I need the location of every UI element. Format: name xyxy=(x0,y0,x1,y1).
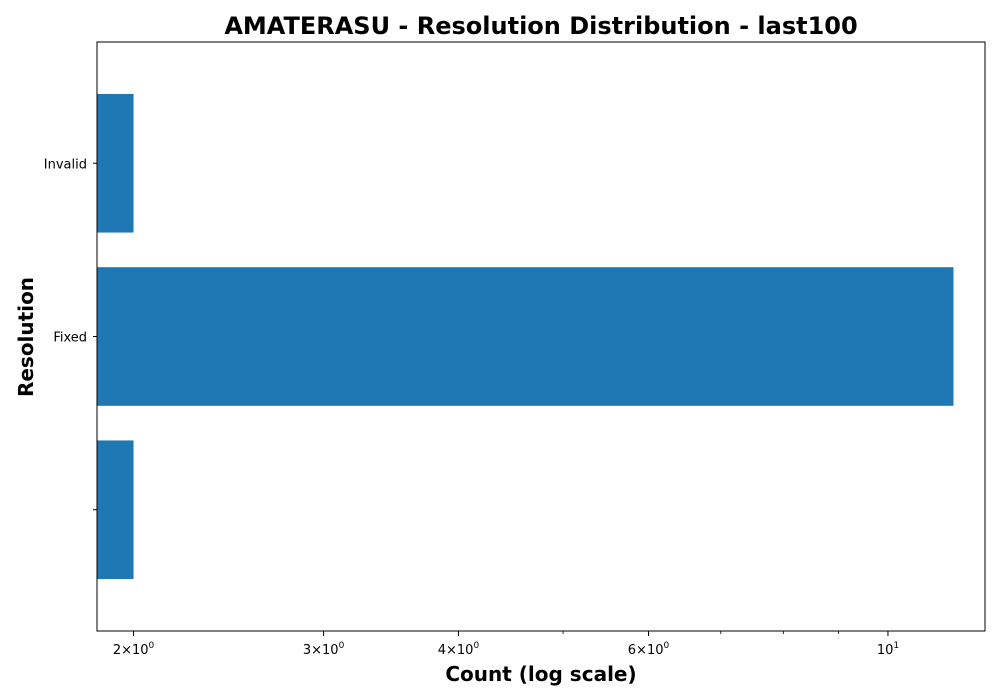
x-tick-exponent: 0 xyxy=(664,641,670,651)
x-tick-label: 6×100 xyxy=(628,641,670,658)
bar xyxy=(97,267,953,406)
x-axis-label: Count (log scale) xyxy=(445,662,636,686)
x-tick-base: 6×10 xyxy=(628,643,664,658)
x-tick-label: 4×100 xyxy=(438,641,480,658)
x-tick-exponent: 0 xyxy=(149,641,155,651)
x-tick-exponent: 0 xyxy=(473,641,479,651)
x-tick-base: 3×10 xyxy=(303,643,339,658)
y-tick-label: Fixed xyxy=(53,331,87,346)
y-axis-label: Resolution xyxy=(14,277,38,397)
x-tick-base: 2×10 xyxy=(113,643,149,658)
chart-title: AMATERASU - Resolution Distribution - la… xyxy=(224,12,857,40)
bar xyxy=(97,94,134,233)
bar xyxy=(97,440,134,579)
x-tick-exponent: 0 xyxy=(339,641,345,651)
x-tick-label: 2×100 xyxy=(113,641,155,658)
x-tick-base: 4×10 xyxy=(438,643,474,658)
y-tick-label: Invalid xyxy=(44,157,87,172)
x-tick-base: 10 xyxy=(877,643,894,658)
x-tick-label: 3×100 xyxy=(303,641,345,658)
x-tick-exponent: 1 xyxy=(893,641,899,651)
